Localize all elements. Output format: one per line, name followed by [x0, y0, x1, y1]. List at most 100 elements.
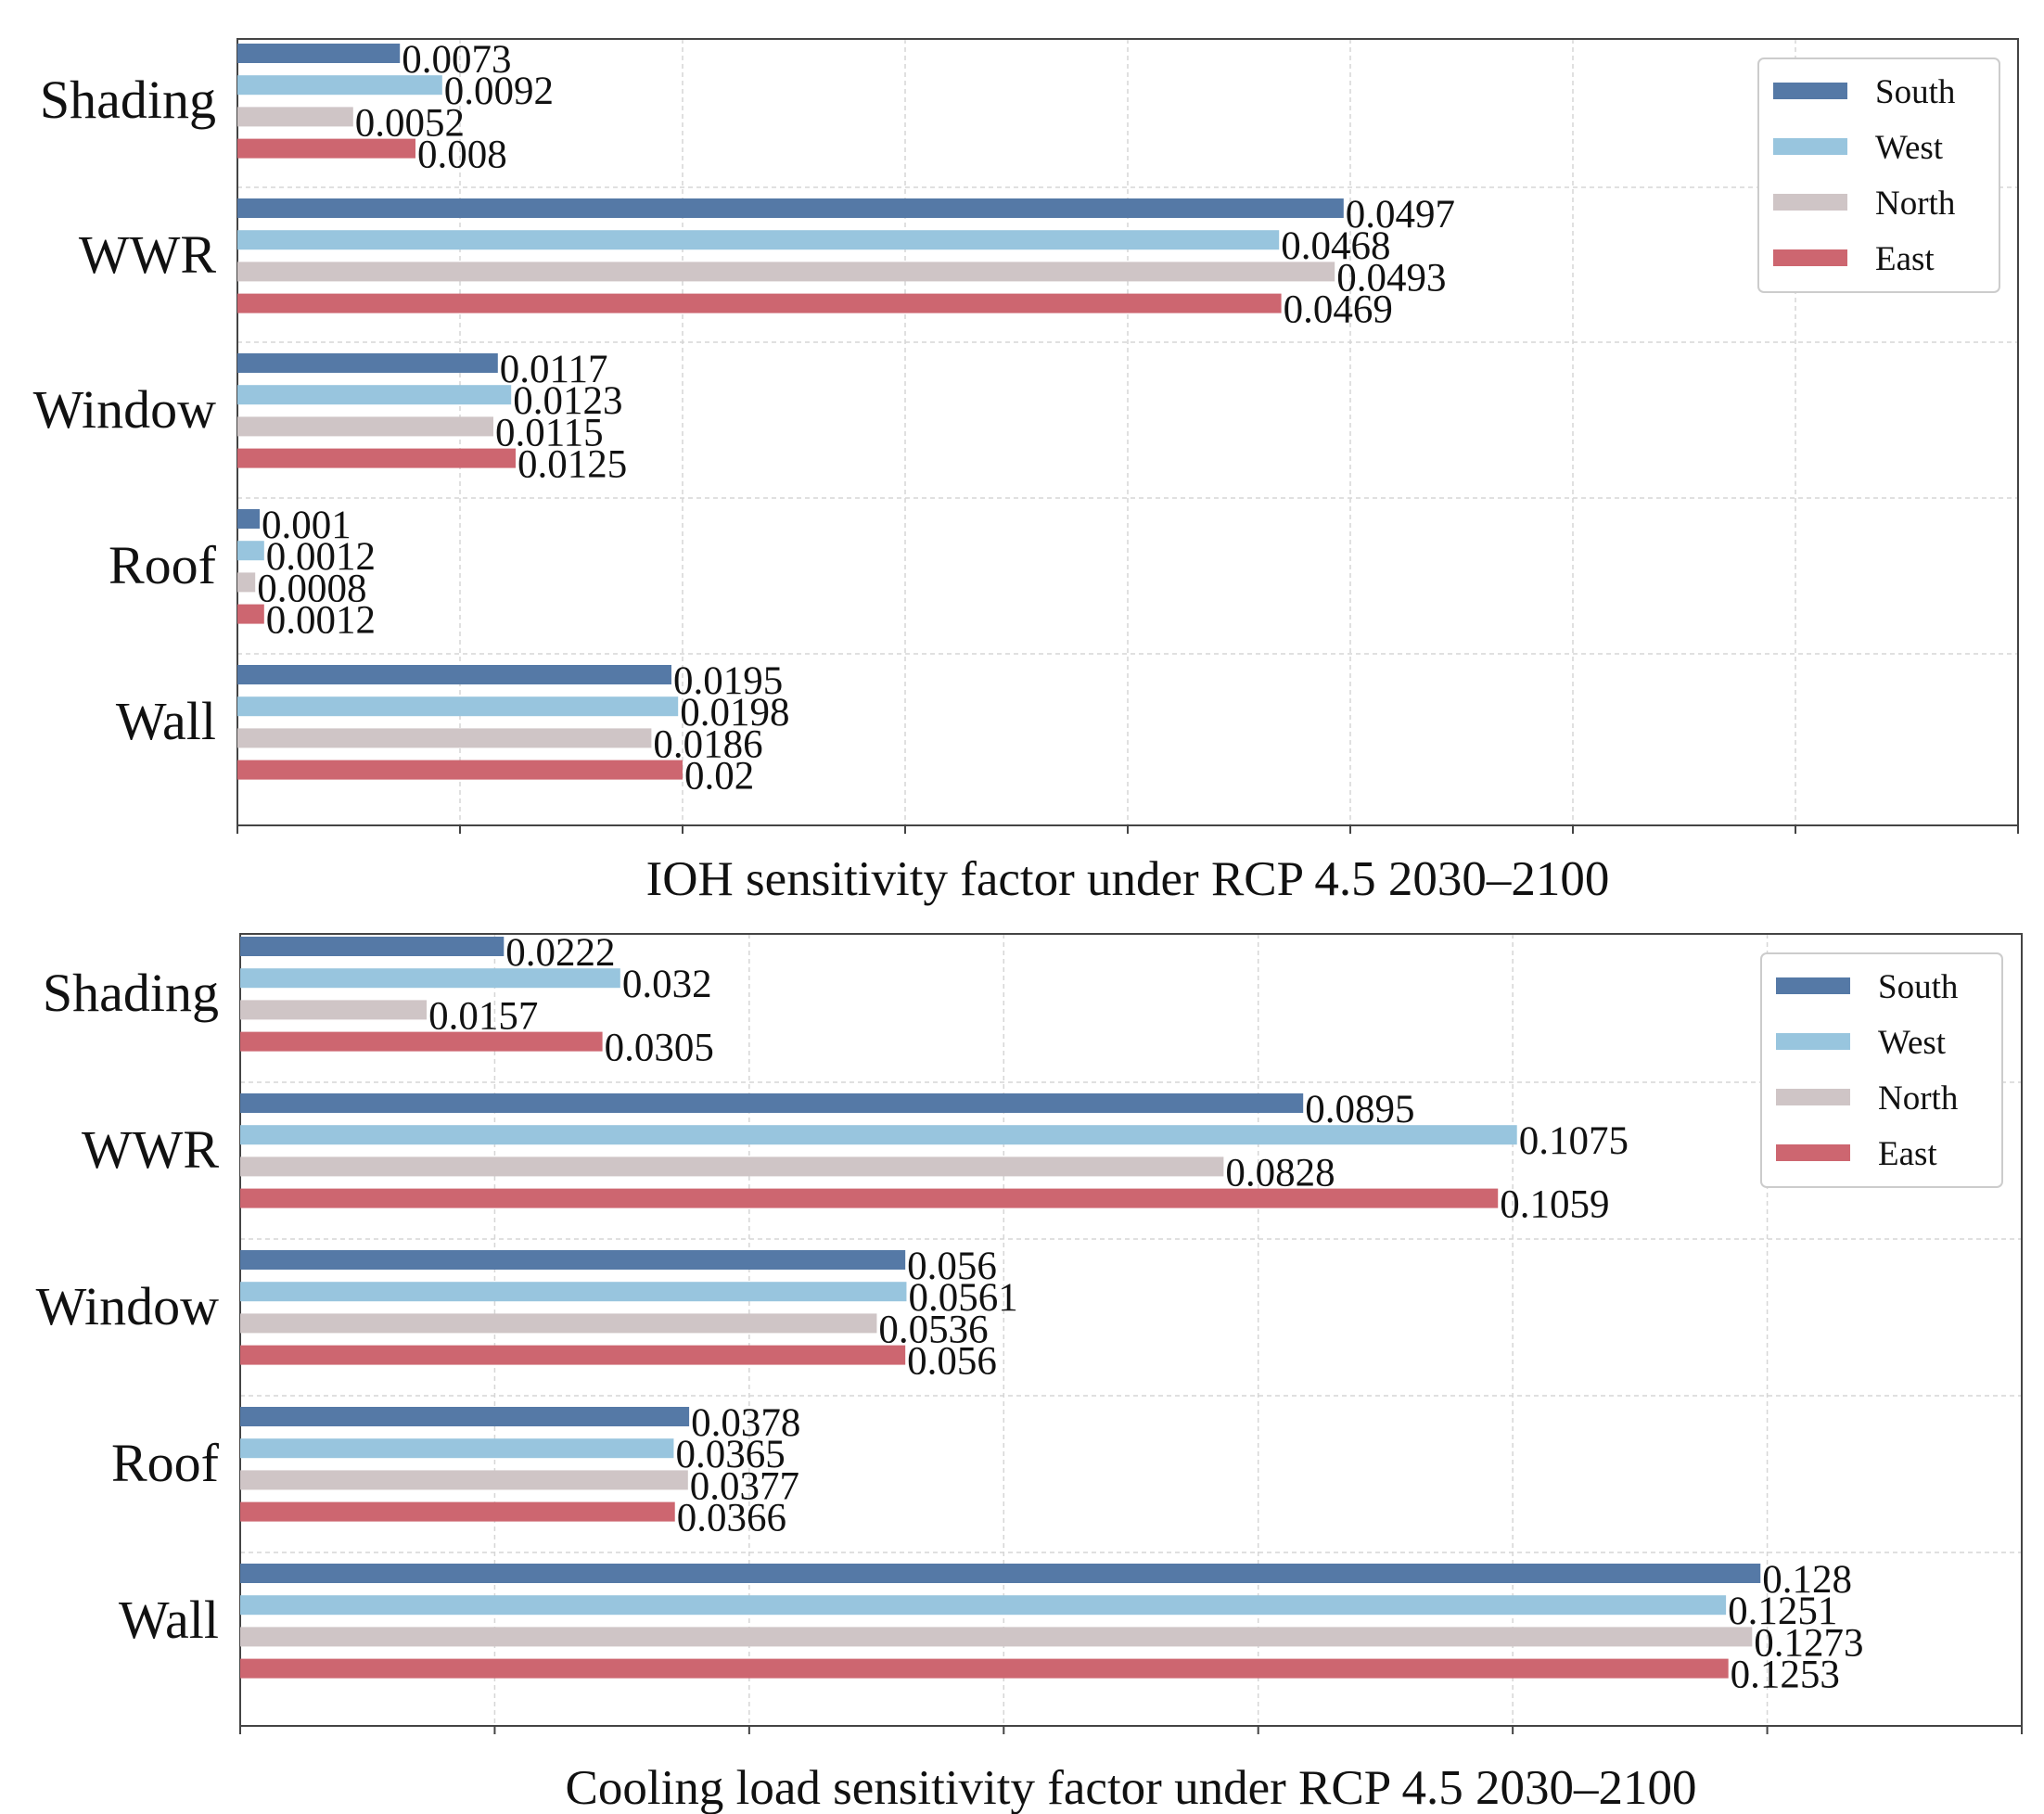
value-label-wwr-east: 0.1059: [1500, 1183, 1609, 1227]
value-label-roof-east: 0.0366: [677, 1497, 786, 1540]
value-label-shading-south: 0.0222: [505, 931, 615, 975]
category-label-window: Window: [36, 1276, 220, 1336]
legend-swatch-north: [1776, 1089, 1850, 1105]
legend-label-south: South: [1875, 73, 1956, 111]
bar-shading-east: [237, 138, 415, 159]
value-label-wwr-south: 0.0895: [1305, 1088, 1414, 1131]
value-label-wall-east: 0.1253: [1731, 1654, 1840, 1697]
bar-roof-north: [237, 572, 256, 593]
value-label-roof-east: 0.0012: [266, 599, 376, 643]
legend-swatch-west: [1773, 138, 1847, 155]
value-label-wall-south: 0.0195: [673, 659, 783, 703]
bar-shading-east: [240, 1031, 603, 1052]
category-label-window: Window: [33, 379, 217, 440]
bar-wall-west: [240, 1595, 1727, 1616]
value-label-roof-west: 0.0365: [675, 1433, 785, 1476]
gridlines: [237, 39, 2018, 825]
value-label-window-north: 0.0536: [878, 1308, 988, 1351]
bar-roof-east: [240, 1501, 675, 1522]
legend-label-north: North: [1875, 185, 1956, 223]
legend: South West North East: [1757, 57, 2000, 293]
category-label-wall: Wall: [119, 1590, 219, 1650]
legend: South West North East: [1760, 952, 2003, 1188]
value-label-roof-south: 0.0378: [691, 1401, 800, 1445]
bar-wwr-south: [237, 198, 1344, 218]
bar-roof-south: [240, 1407, 690, 1426]
value-label-wwr-north: 0.0828: [1225, 1151, 1335, 1194]
value-label-shading-south: 0.0073: [402, 38, 511, 82]
bar-shading-north: [240, 1000, 428, 1020]
value-label-shading-north: 0.0052: [355, 101, 465, 145]
value-label-window-west: 0.0123: [513, 379, 622, 423]
bar-window-east: [237, 448, 516, 468]
value-label-wwr-east: 0.0469: [1284, 288, 1393, 332]
value-label-roof-north: 0.0008: [257, 567, 366, 610]
value-label-wwr-south: 0.0497: [1346, 193, 1455, 236]
bar-wwr-west: [240, 1125, 1517, 1145]
bar-wall-south: [237, 665, 671, 684]
category-label-wwr: WWR: [82, 1119, 219, 1180]
value-label-shading-west: 0.0092: [444, 70, 554, 113]
category-label-roof: Roof: [109, 535, 217, 595]
legend-label-east: East: [1875, 240, 1935, 278]
value-label-window-west: 0.0561: [908, 1276, 1017, 1320]
bar-shading-west: [240, 968, 620, 989]
chart-title: IOH sensitivity factor under RCP 4.5 203…: [646, 852, 1610, 906]
category-label-shading: Shading: [43, 963, 219, 1023]
bar-roof-west: [240, 1438, 674, 1459]
bar-wwr-east: [240, 1188, 1499, 1208]
value-label-wwr-north: 0.0493: [1336, 256, 1446, 300]
ioh-sensitivity-chart: 0.00730.00920.00520.008Shading0.04970.04…: [33, 38, 2019, 906]
value-label-wwr-west: 0.1075: [1519, 1119, 1629, 1163]
legend-label-west: West: [1875, 129, 1944, 167]
bar-shading-west: [237, 75, 442, 96]
bar-roof-east: [237, 604, 264, 624]
legend-label-east: East: [1878, 1135, 1937, 1173]
category-label-wwr: WWR: [79, 224, 216, 285]
bar-wall-north: [240, 1627, 1753, 1647]
value-label-window-east: 0.0125: [517, 443, 627, 487]
value-label-wwr-west: 0.0468: [1281, 224, 1390, 268]
bar-window-west: [237, 385, 512, 405]
legend-box: [1757, 57, 2000, 293]
legend-label-north: North: [1878, 1079, 1959, 1118]
category-label-wall: Wall: [116, 691, 216, 751]
value-label-window-south: 0.056: [907, 1245, 997, 1288]
legend-swatch-north: [1773, 194, 1847, 211]
chart-title: Cooling load sensitivity factor under RC…: [566, 1761, 1697, 1814]
legend-swatch-south: [1776, 977, 1850, 994]
legend-swatch-east: [1776, 1144, 1850, 1161]
bar-wwr-north: [240, 1156, 1224, 1177]
legend-label-south: South: [1878, 968, 1959, 1006]
bar-roof-north: [240, 1470, 688, 1490]
value-label-roof-west: 0.0012: [266, 535, 376, 579]
value-label-window-south: 0.0117: [500, 348, 608, 391]
bar-window-south: [240, 1250, 906, 1270]
value-label-wall-east: 0.02: [684, 755, 754, 798]
bar-shading-north: [237, 107, 353, 127]
value-label-wall-north: 0.1273: [1754, 1621, 1863, 1665]
value-label-roof-south: 0.001: [262, 504, 351, 547]
bar-wall-east: [240, 1658, 1729, 1679]
bar-wwr-north: [237, 262, 1335, 282]
category-label-shading: Shading: [40, 70, 216, 130]
category-label-roof: Roof: [111, 1433, 220, 1493]
bar-window-west: [240, 1282, 907, 1302]
value-label-wall-north: 0.0186: [653, 722, 762, 766]
legend-box: [1760, 952, 2003, 1188]
bar-roof-west: [237, 541, 264, 561]
legend-swatch-south: [1773, 83, 1847, 99]
legend-swatch-east: [1773, 249, 1847, 266]
bar-window-east: [240, 1345, 906, 1365]
bar-wall-west: [237, 696, 679, 717]
legend-swatch-west: [1776, 1033, 1850, 1050]
value-label-shading-north: 0.0157: [428, 994, 538, 1038]
value-label-wall-west: 0.1251: [1728, 1590, 1837, 1633]
value-label-wall-south: 0.128: [1762, 1558, 1852, 1602]
legend-label-west: West: [1878, 1024, 1947, 1062]
value-label-shading-east: 0.0305: [605, 1027, 714, 1070]
bar-shading-south: [240, 937, 505, 956]
value-label-window-east: 0.056: [907, 1340, 997, 1384]
